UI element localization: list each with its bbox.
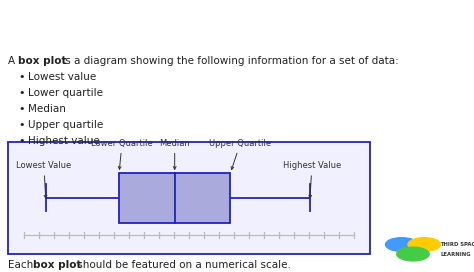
- Text: Box plot: Box plot: [10, 13, 101, 32]
- Text: •: •: [18, 136, 25, 146]
- Text: •: •: [18, 88, 25, 98]
- Text: Highest value: Highest value: [28, 136, 100, 146]
- Text: is a diagram showing the following information for a set of data:: is a diagram showing the following infor…: [59, 55, 399, 66]
- Text: LEARNING: LEARNING: [440, 252, 471, 256]
- Text: box plot: box plot: [18, 55, 66, 66]
- Circle shape: [408, 238, 440, 251]
- Text: box plot: box plot: [33, 260, 82, 270]
- Text: Lowest value: Lowest value: [28, 72, 96, 82]
- Text: Lower Quartile: Lower Quartile: [91, 139, 153, 169]
- Text: Lower quartile: Lower quartile: [28, 88, 103, 98]
- Text: should be featured on a numerical scale.: should be featured on a numerical scale.: [74, 260, 291, 270]
- Text: THIRD SPACE: THIRD SPACE: [440, 242, 474, 247]
- Text: •: •: [18, 72, 25, 82]
- Text: Upper quartile: Upper quartile: [28, 120, 103, 130]
- Bar: [119, 173, 230, 222]
- Circle shape: [385, 238, 418, 251]
- Text: Median: Median: [28, 104, 66, 114]
- Text: A: A: [8, 55, 18, 66]
- Text: Each: Each: [8, 260, 36, 270]
- Bar: [8, 142, 370, 254]
- Text: Lowest Value: Lowest Value: [16, 161, 72, 198]
- Circle shape: [397, 247, 429, 261]
- Text: •: •: [18, 104, 25, 114]
- Text: Median: Median: [159, 139, 190, 169]
- Text: Upper Quartile: Upper Quartile: [210, 139, 272, 169]
- Text: •: •: [18, 120, 25, 130]
- Text: Highest Value: Highest Value: [283, 161, 341, 198]
